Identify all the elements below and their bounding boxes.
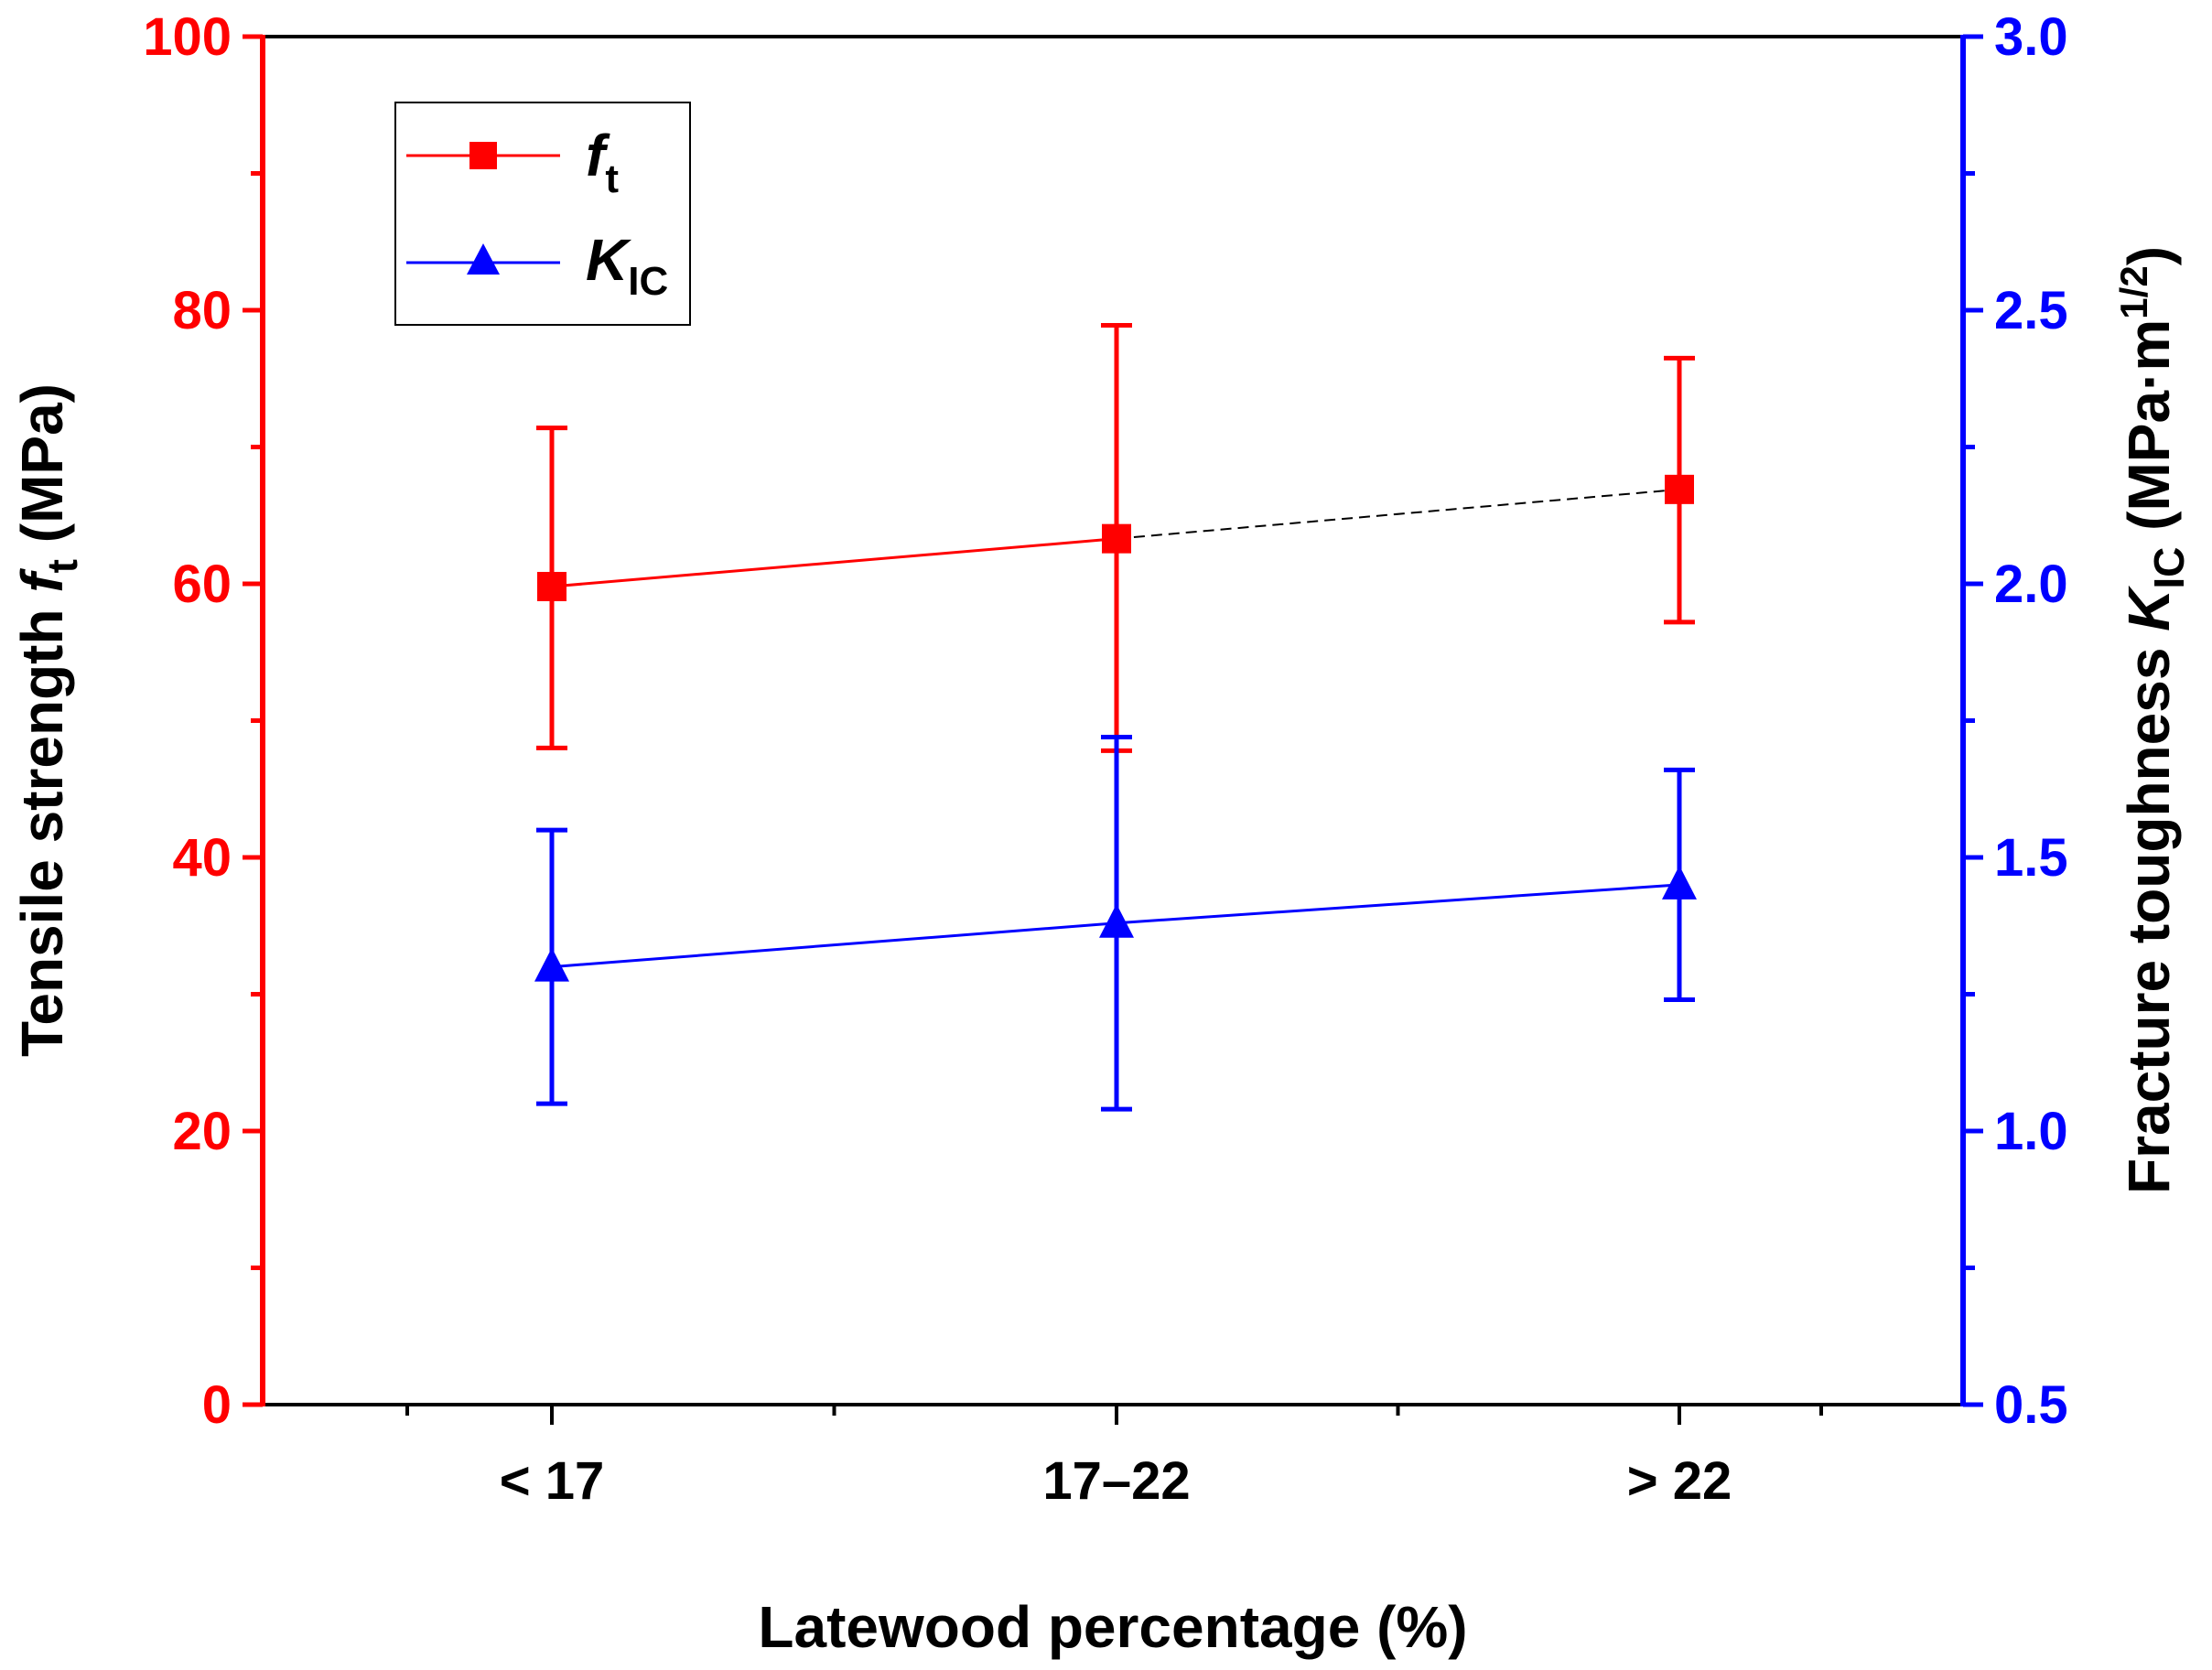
data-point-square [1102,523,1131,554]
right-tick-label: 3.0 [1994,7,2068,67]
left-axis-title: Tensile strength ft (MPa) [9,383,86,1057]
legend-label-kic: KIC [586,227,668,304]
x-tick-label: 17–22 [1042,1451,1190,1511]
right-tick-label: 1.0 [1994,1102,2068,1161]
left-tick-label: 60 [172,555,232,614]
x-tick-label: > 22 [1627,1451,1732,1511]
legend-square-marker [469,142,497,169]
series-line-segment [1116,488,1680,540]
series-line-segment [551,537,1117,588]
data-point-square [537,571,566,601]
right-tick-label: 1.5 [1994,828,2068,888]
left-tick-label: 100 [143,7,232,67]
left-tick-label: 20 [172,1102,232,1161]
tick-layer: 0 20 40 60 80 100 0.5 1.0 1.5 2.0 2.5 3.0 < 17 17–22 >… [143,7,2067,1511]
legend-triangle-marker [467,243,500,275]
left-tick-label: 80 [172,281,232,340]
data-point-triangle [1662,865,1697,900]
legend-entry-kic: KIC [406,227,668,304]
series-line-segment [1116,883,1680,925]
data-point-triangle [534,947,569,982]
right-tick-label: 2.5 [1994,281,2068,340]
left-tick-label: 40 [172,828,232,888]
right-axis-title: Fracture toughness KIC (MPa·m1/2) [2112,246,2193,1194]
x-tick-label: < 17 [500,1451,605,1511]
legend-entry-ft: ft [406,123,619,201]
right-tick-label: 2.0 [1994,555,2068,614]
data-point-triangle [1099,903,1134,938]
data-point-square [1665,474,1694,504]
x-axis-title: Latewood percentage (%) [758,1594,1467,1660]
left-tick-label: 0 [202,1375,232,1435]
legend: ft KIC [394,102,691,326]
series-layer [534,322,1697,1112]
series-line-segment [551,921,1117,969]
legend-box [394,102,691,326]
right-tick-label: 0.5 [1994,1375,2068,1435]
